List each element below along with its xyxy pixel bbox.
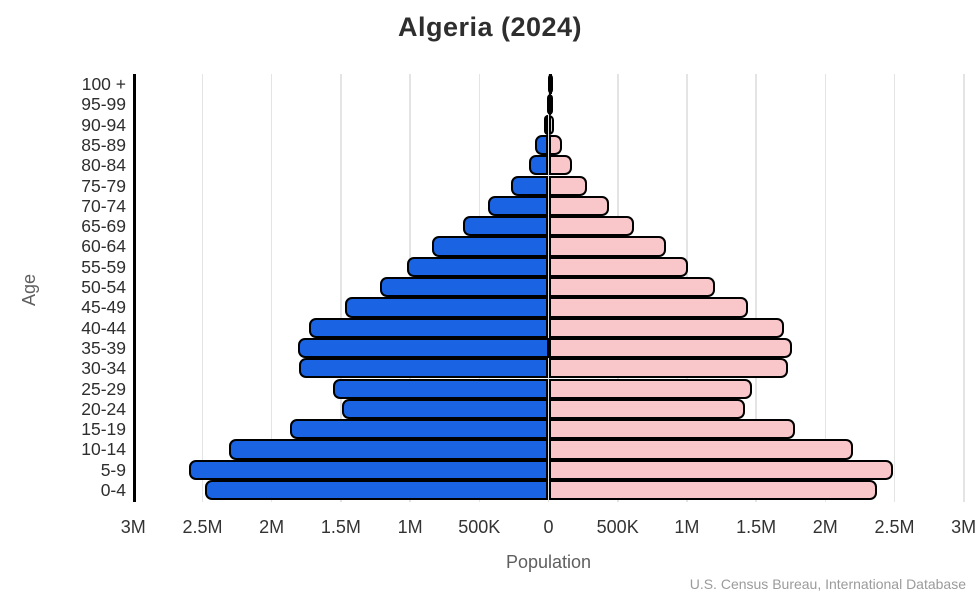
bar-female-15-19: [548, 419, 795, 440]
bar-male-5-9: [188, 459, 549, 480]
bar-female-75-79: [548, 175, 588, 196]
age-tick-label: 55-59: [81, 256, 126, 277]
bar-male-35-39: [298, 337, 549, 359]
bar-male-45-49: [345, 297, 549, 318]
bar-male-90-94: [544, 114, 549, 135]
bar-female-20-24: [548, 398, 745, 420]
bar-female-35-39: [548, 337, 793, 359]
bar-male-85-89: [535, 134, 549, 156]
x-gridline: [963, 74, 965, 502]
bar-male-75-79: [511, 175, 549, 196]
age-tick-label: 50-54: [81, 277, 126, 297]
x-tick-label: 2.5M: [874, 517, 915, 537]
bar-female-65-69: [548, 216, 635, 237]
age-tick-label: 20-24: [81, 398, 126, 419]
bar-female-100: [548, 74, 553, 95]
age-tick-label: 25-29: [81, 378, 126, 399]
age-tick-label: 40-44: [81, 317, 126, 338]
x-axis-title: Population: [505, 552, 592, 572]
bar-female-30-34: [548, 358, 788, 379]
x-tick-label: 1M: [674, 517, 700, 537]
bar-female-80-84: [548, 155, 572, 176]
bar-male-65-69: [462, 216, 549, 237]
x-tick-label: 2M: [259, 517, 285, 537]
x-tick-label: 3M: [951, 517, 977, 537]
chart-title: Algeria (2024): [397, 12, 583, 42]
bar-male-40-44: [309, 317, 549, 338]
y-axis-line: [133, 74, 136, 502]
age-tick-label: 100 +: [81, 74, 126, 94]
bar-female-0-4: [548, 480, 877, 501]
x-tick-label: 500K: [458, 517, 501, 537]
x-tick-label: 1.5M: [736, 517, 777, 537]
bar-female-85-89: [548, 134, 563, 156]
bar-female-70-74: [548, 195, 610, 217]
bar-male-0-4: [205, 480, 549, 501]
bar-male-20-24: [342, 398, 549, 420]
x-tick-label: 2.5M: [182, 517, 223, 537]
bar-male-30-34: [299, 358, 549, 379]
age-tick-label: 75-79: [81, 175, 126, 196]
age-tick-label: 35-39: [81, 337, 126, 358]
age-tick-label: 95-99: [81, 94, 126, 115]
bar-male-70-74: [487, 195, 549, 217]
bar-female-50-54: [548, 277, 715, 298]
x-gridline: [755, 74, 757, 502]
age-tick-label: 90-94: [81, 114, 126, 135]
bar-female-60-64: [548, 236, 667, 257]
bar-female-45-49: [548, 297, 748, 318]
age-tick-label: 80-84: [81, 155, 126, 176]
x-tick-label: 2M: [812, 517, 838, 537]
age-tick-label: 45-49: [81, 297, 126, 318]
x-tick-label: 0: [543, 517, 554, 537]
age-tick-label: 5-9: [100, 459, 126, 480]
x-tick-label: 3M: [120, 517, 146, 537]
x-gridline: [340, 74, 342, 502]
bar-female-5-9: [548, 459, 894, 480]
age-tick-label: 0-4: [100, 480, 126, 500]
age-tick-label: 60-64: [81, 236, 126, 257]
x-gridline: [893, 74, 896, 502]
bar-male-15-19: [289, 419, 549, 440]
age-tick-label: 30-34: [81, 358, 126, 379]
x-tick-label: 1.5M: [320, 517, 361, 537]
age-tick-label: 65-69: [81, 216, 126, 237]
age-tick-label: 15-19: [81, 419, 126, 440]
bar-female-90-94: [548, 114, 554, 135]
source-credit: U.S. Census Bureau, International Databa…: [689, 576, 966, 592]
age-tick-label: 70-74: [81, 195, 126, 216]
x-gridline: [824, 74, 826, 502]
bar-male-55-59: [407, 256, 549, 277]
age-tick-label: 10-14: [81, 439, 126, 460]
bar-female-40-44: [548, 317, 784, 338]
bar-male-60-64: [432, 236, 549, 257]
x-tick-label: 500K: [596, 517, 639, 537]
bar-male-25-29: [332, 378, 549, 399]
bar-male-80-84: [529, 155, 549, 176]
bar-male-10-14: [228, 439, 549, 460]
age-tick-label: 85-89: [81, 134, 126, 155]
bar-female-55-59: [548, 256, 689, 277]
x-gridline: [201, 74, 204, 502]
bar-female-25-29: [548, 378, 752, 399]
bar-male-50-54: [379, 277, 549, 298]
bar-female-10-14: [548, 439, 853, 460]
x-gridline: [270, 74, 273, 502]
x-tick-label: 1M: [397, 517, 423, 537]
bar-female-95-99: [548, 94, 553, 115]
